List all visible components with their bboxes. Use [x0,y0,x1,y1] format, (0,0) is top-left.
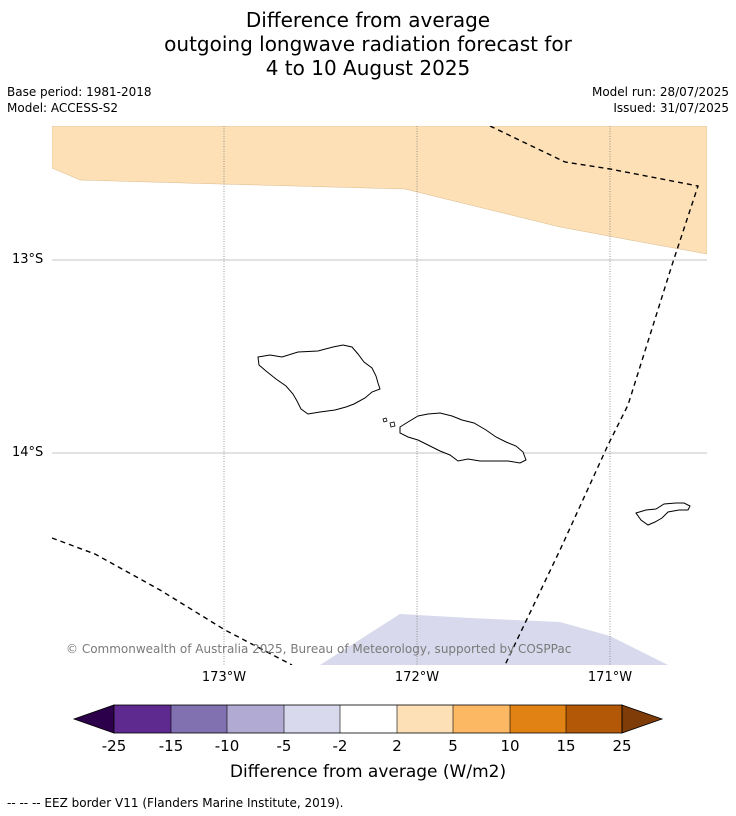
colorbar-bin-2 [171,705,227,733]
lat-label-14s: 14°S [12,445,44,460]
colorbar-tick: 2 [392,737,402,755]
lon-label-171w: 171°W [587,670,633,685]
eez-border-north-east [489,126,699,665]
colorbar-bin-8 [510,705,566,733]
title-line-2: outgoing longwave radiation forecast for [164,32,572,56]
colorbar-bin-4 [284,705,340,733]
island-tutuila [635,502,691,526]
colorbar-tick: 15 [556,737,576,755]
anomaly-region-minus5-to-minus2 [320,614,668,665]
colorbar-bin-5 [340,705,397,733]
base-period-text: Base period: 1981-2018 [7,85,152,99]
colorbar-bin-3 [227,705,284,733]
copyright-text: © Commonwealth of Australia 2025, Bureau… [66,642,572,656]
colorbar-extend-high [621,704,664,734]
issued-text: Issued: 31/07/2025 [613,101,729,115]
lat-label-13s: 13°S [12,252,44,267]
model-text: Model: ACCESS-S2 [7,101,119,115]
lon-label-172w: 172°W [394,670,440,685]
colorbar [72,704,664,734]
colorbar-label: Difference from average (W/m2) [229,762,507,782]
eez-border-south-west [52,537,293,665]
colorbar-tick: -15 [158,737,184,755]
meta-right: Model run: 28/07/2025 Issued: 31/07/2025 [592,84,729,116]
title-line-1: Difference from average [245,8,491,32]
island-small-1 [382,417,388,423]
map-area [52,126,707,665]
island-savaii [257,344,381,415]
colorbar-outline [113,704,623,734]
title-line-3: 4 to 10 August 2025 [265,56,471,80]
colorbar-tick: 25 [612,737,632,755]
colorbar-tick: -10 [214,737,240,755]
island-upolu [399,412,527,464]
meta-left: Base period: 1981-2018 Model: ACCESS-S2 [7,84,152,116]
colorbar-extend-low [72,704,115,734]
colorbar-bin-7 [453,705,510,733]
map-title: Difference from average outgoing longwav… [0,8,736,80]
colorbar-tick: -25 [101,737,127,755]
colorbar-tick: -2 [332,737,348,755]
eez-legend-footer: -- -- -- EEZ border V11 (Flanders Marine… [7,796,344,810]
colorbar-tick: 5 [448,737,458,755]
colorbar-tick: -5 [276,737,292,755]
anomaly-region-2-to-5 [52,126,707,255]
colorbar-bin-6 [397,705,453,733]
island-small-2 [389,421,396,428]
model-run-text: Model run: 28/07/2025 [591,85,729,99]
lon-label-173w: 173°W [201,670,247,685]
colorbar-bin-1 [114,705,171,733]
colorbar-tick: 10 [500,737,520,755]
colorbar-bin-9 [566,705,622,733]
